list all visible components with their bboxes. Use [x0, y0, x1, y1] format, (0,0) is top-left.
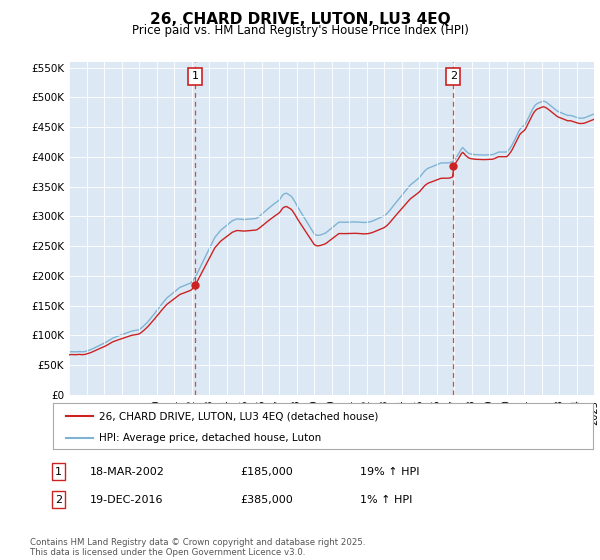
Text: 18-MAR-2002: 18-MAR-2002 — [90, 466, 165, 477]
Text: 1: 1 — [191, 72, 199, 81]
Text: 1: 1 — [55, 466, 62, 477]
Text: £185,000: £185,000 — [240, 466, 293, 477]
Text: 19-DEC-2016: 19-DEC-2016 — [90, 494, 163, 505]
Text: Contains HM Land Registry data © Crown copyright and database right 2025.
This d: Contains HM Land Registry data © Crown c… — [30, 538, 365, 557]
Text: Price paid vs. HM Land Registry's House Price Index (HPI): Price paid vs. HM Land Registry's House … — [131, 24, 469, 37]
Text: HPI: Average price, detached house, Luton: HPI: Average price, detached house, Luto… — [98, 433, 321, 442]
Text: 1% ↑ HPI: 1% ↑ HPI — [360, 494, 412, 505]
Text: 2: 2 — [450, 72, 457, 81]
Text: 19% ↑ HPI: 19% ↑ HPI — [360, 466, 419, 477]
Text: 26, CHARD DRIVE, LUTON, LU3 4EQ (detached house): 26, CHARD DRIVE, LUTON, LU3 4EQ (detache… — [98, 411, 378, 421]
Text: 2: 2 — [55, 494, 62, 505]
Text: 26, CHARD DRIVE, LUTON, LU3 4EQ: 26, CHARD DRIVE, LUTON, LU3 4EQ — [149, 12, 451, 27]
Text: £385,000: £385,000 — [240, 494, 293, 505]
